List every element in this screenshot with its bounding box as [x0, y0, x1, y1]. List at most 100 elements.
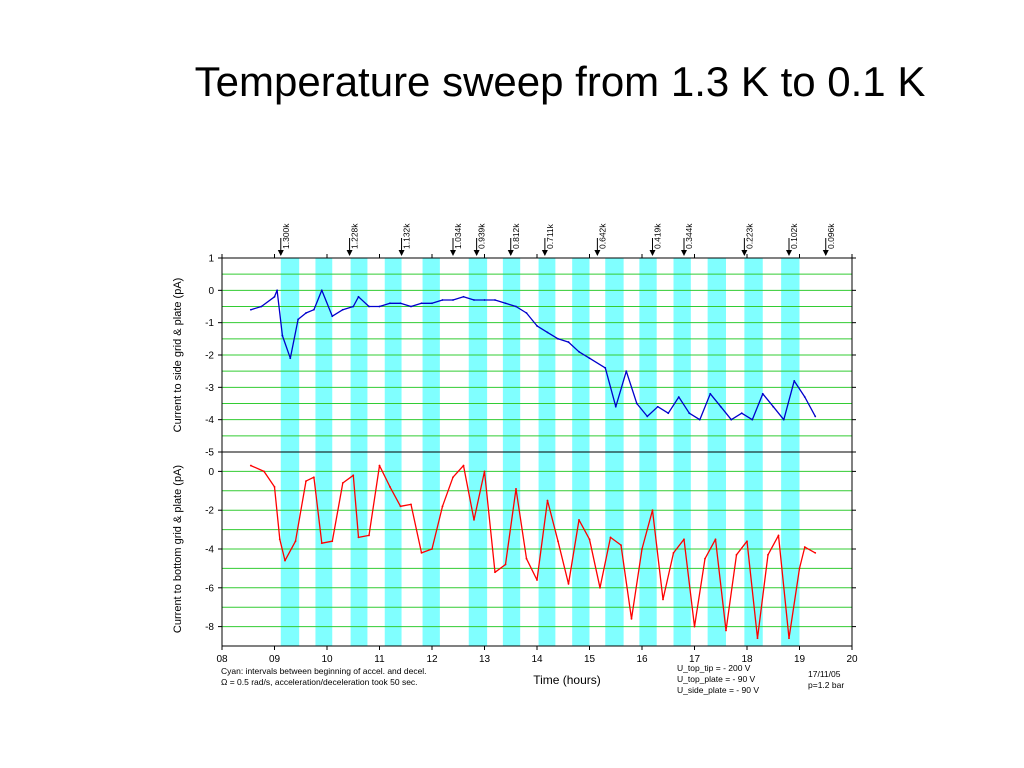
bottom-panel-ytick-label: -8	[205, 622, 214, 633]
top-panel-series-point	[276, 289, 279, 292]
bottom-panel-series-point	[803, 546, 806, 548]
temperature-marker-label: 0.344k	[684, 223, 694, 249]
temperature-marker-arrow	[507, 250, 514, 256]
top-panel-series-point	[667, 412, 670, 415]
x-tick-label: 19	[794, 654, 806, 665]
bottom-panel-series-point	[662, 598, 664, 601]
top-panel-ylabel: Current to side grid & plate (pA)	[172, 278, 184, 433]
x-tick-label: 14	[531, 654, 543, 665]
bottom-panel-series-point	[630, 617, 633, 620]
bottom-panel-series-point	[788, 637, 790, 640]
bottom-panel-series-point	[294, 540, 297, 543]
bottom-panel-series-point	[273, 486, 276, 488]
bottom-panel-ytick-label: -6	[205, 583, 214, 594]
bottom-panel-series-point	[767, 553, 769, 556]
bottom-panel-series-point	[714, 538, 717, 541]
bottom-panel-series-point	[341, 482, 344, 484]
top-panel-series-point	[431, 302, 433, 305]
x-tick-label: 15	[584, 654, 596, 665]
slide-title: Temperature sweep from 1.3 K to 0.1 K	[194, 58, 926, 105]
bottom-panel-series-point	[546, 499, 549, 502]
top-panel-series-point	[273, 295, 276, 298]
top-panel-series-point	[635, 402, 638, 405]
bottom-panel-series-point	[452, 476, 454, 479]
top-panel-series-point	[305, 312, 307, 314]
top-panel-series-point	[249, 308, 252, 311]
bottom-panel-series-point	[814, 551, 817, 554]
top-panel-ytick-label: 1	[208, 254, 214, 265]
top-panel-series-point	[260, 305, 263, 308]
bottom-panel-series-point	[641, 548, 643, 550]
top-panel-series-point	[341, 308, 344, 311]
top-panel-series-point	[504, 302, 507, 305]
top-panel-series-point	[368, 305, 370, 308]
top-panel-series-point	[462, 295, 465, 298]
top-panel-series-point	[656, 405, 659, 408]
top-panel-series-point	[378, 305, 381, 308]
top-panel-series-point	[567, 341, 570, 343]
x-tick-label: 17	[689, 654, 701, 665]
x-tick-label: 20	[846, 654, 858, 665]
top-panel-series-point	[761, 392, 764, 395]
top-panel-ytick-label: -2	[205, 351, 214, 362]
top-panel-series-point	[399, 302, 402, 305]
bottom-panel-ylabel: Current to bottom grid & plate (pA)	[172, 465, 184, 633]
top-panel-series-point	[410, 305, 412, 308]
temperature-marker-arrow	[346, 250, 353, 256]
temperature-marker-arrow	[681, 250, 687, 256]
temperature-marker-arrow	[786, 250, 792, 256]
bottom-panel-series-point	[735, 553, 738, 556]
temperature-marker-arrow	[741, 250, 748, 256]
bottom-panel-series-point	[557, 540, 559, 543]
bottom-panel-series-point	[588, 538, 591, 541]
bottom-panel-series-point	[683, 538, 685, 541]
x-tick-label: 18	[741, 654, 753, 665]
top-panel-series-point	[793, 379, 796, 382]
x-tick-label: 11	[374, 654, 385, 665]
bottom-panel-series-point	[525, 557, 528, 560]
bottom-panel-series-point	[389, 486, 391, 488]
cyan-legend-note: Cyan: intervals between beginning of acc…	[221, 666, 427, 687]
top-panel-series-point	[546, 331, 549, 334]
top-panel-ytick-label: 0	[208, 286, 214, 297]
top-panel-ytick-label: -4	[205, 415, 214, 426]
bottom-panel-series-point	[536, 579, 538, 581]
bottom-panel-series-point	[462, 464, 465, 467]
top-panel-series-point	[772, 405, 775, 408]
top-panel-series-point	[389, 302, 391, 305]
bottom-panel-series-point	[320, 542, 323, 545]
temperature-marker-label: 1.034k	[453, 223, 463, 249]
bottom-panel-series-point	[473, 519, 475, 521]
bottom-panel-series-point	[420, 551, 423, 554]
temperature-marker-label: 0.102k	[789, 223, 799, 249]
bottom-panel-series-point	[651, 509, 654, 512]
bottom-panel-series-point	[578, 519, 580, 521]
x-tick-label: 13	[479, 654, 491, 665]
bottom-panel-series-point	[278, 538, 281, 541]
top-panel-series-point	[441, 299, 444, 301]
top-panel-series-point	[352, 305, 355, 308]
bottom-panel-series-line	[250, 464, 816, 639]
temperature-marker-label: 1.228k	[350, 223, 360, 249]
voltage-note: U_top_tip = - 200 V U_top_plate = - 90 V…	[677, 663, 759, 695]
temperature-marker-label: 0.223k	[744, 223, 754, 249]
top-panel-series-point	[803, 396, 806, 398]
x-tick-label: 10	[321, 654, 333, 665]
bottom-panel-series-point	[777, 534, 780, 537]
date-note: 17/11/05 p=1.2 bar	[808, 669, 845, 690]
temperature-marker-label: 1.132k	[402, 223, 412, 249]
temperature-marker-arrow	[822, 250, 829, 256]
top-panel-series-point	[320, 289, 323, 292]
top-panel-series-point	[357, 295, 360, 298]
bottom-panel-series-point	[357, 536, 360, 539]
top-panel-series-point	[515, 305, 517, 308]
bottom-panel-series-point	[305, 480, 307, 482]
bottom-panel-ytick-label: -2	[205, 506, 214, 517]
top-panel-series-point	[420, 302, 423, 305]
bottom-panel-series-point	[693, 625, 696, 628]
top-panel-series-point	[782, 418, 785, 421]
temperature-marker-arrow	[541, 250, 548, 256]
top-panel-series-point	[578, 350, 580, 353]
bottom-panel-series-point	[441, 505, 444, 508]
x-tick-label: 12	[426, 654, 438, 665]
